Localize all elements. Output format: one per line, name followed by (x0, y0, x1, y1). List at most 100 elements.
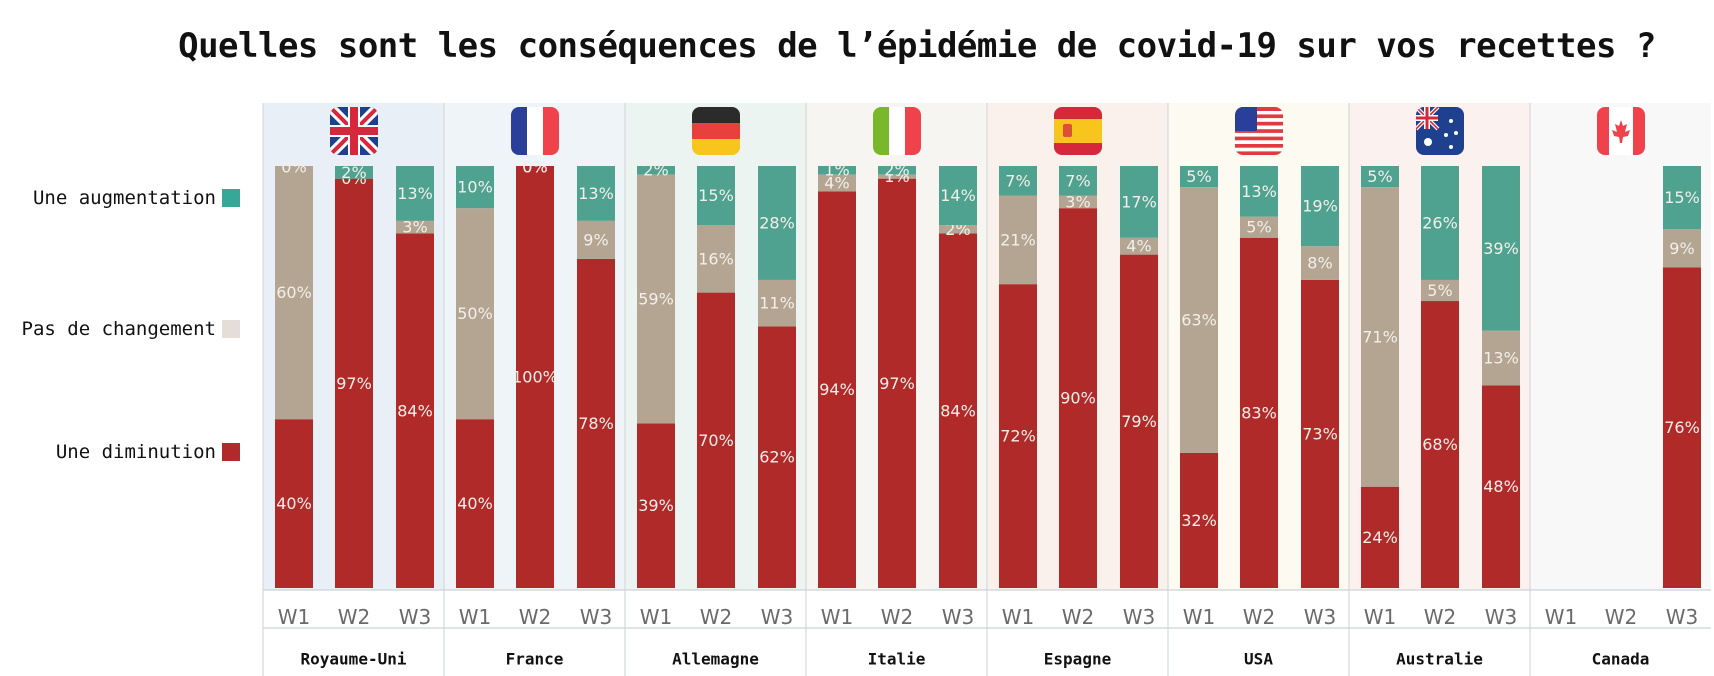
bar-label-diminution: 94% (819, 380, 855, 399)
bar-label-augmentation: 28% (759, 213, 795, 232)
bar-segment-pas-de-changement (1482, 330, 1520, 386)
bar-segment-diminution (939, 233, 977, 588)
bar-label-diminution: 24% (1362, 528, 1398, 547)
x-tick-label: W2 (519, 605, 552, 629)
x-tick-label: W1 (821, 605, 854, 629)
bar-segment-pas-de-changement (1059, 195, 1097, 209)
legend-item-pas-de-changement: Pas de changement (0, 314, 240, 344)
x-tick-label: W1 (1183, 605, 1216, 629)
country-label: France (506, 650, 564, 669)
bar-segment-diminution (1059, 208, 1097, 588)
bar-label-augmentation: 15% (1664, 188, 1700, 207)
bar-label-pas-de-changement: 21% (1000, 230, 1036, 249)
bar-label-diminution: 76% (1664, 418, 1700, 437)
bar-segment-augmentation (1301, 166, 1339, 247)
bar-label-pas-de-changement: 60% (276, 283, 312, 302)
bar-label-augmentation: 1% (824, 161, 849, 180)
bar-label-augmentation: 7% (1005, 171, 1030, 190)
bar-segment-augmentation (939, 166, 977, 226)
bar-segment-augmentation (1663, 166, 1701, 230)
x-tick-label: W2 (881, 605, 914, 629)
legend-label-diminution: Une diminution (55, 441, 216, 463)
bar-segment-augmentation (396, 166, 434, 221)
bar-label-diminution: 68% (1422, 435, 1458, 454)
bar-label-augmentation: 13% (578, 184, 614, 203)
x-tick-label: W3 (399, 605, 432, 629)
x-tick-label: W3 (761, 605, 794, 629)
bar-segment-pas-de-changement (396, 220, 434, 234)
bar-segment-diminution (878, 178, 916, 588)
bar-segment-diminution (1180, 452, 1218, 588)
bar-label-augmentation: 10% (457, 178, 493, 197)
bar-segment-augmentation (818, 166, 856, 175)
bar-segment-diminution (999, 284, 1037, 588)
legend-item-diminution: Une diminution (0, 437, 240, 467)
bar-label-augmentation: 19% (1302, 197, 1338, 216)
bar-segment-augmentation (1120, 166, 1158, 238)
bar-label-pas-de-changement: 11% (759, 294, 795, 313)
bar-segment-augmentation (999, 166, 1037, 196)
bar-segment-pas-de-changement (818, 174, 856, 192)
flag-usa-icon (1234, 107, 1283, 155)
bar-label-augmentation: 5% (1367, 167, 1392, 186)
x-tick-label: W1 (1545, 605, 1578, 629)
bar-label-pas-de-changement: 59% (638, 289, 674, 308)
bar-segment-augmentation (878, 166, 916, 175)
legend-label-pas-de-changement: Pas de changement (21, 318, 216, 340)
bar-segment-pas-de-changement (758, 279, 796, 327)
bar-label-augmentation: 2% (341, 163, 366, 182)
x-tick-label: W3 (1666, 605, 1699, 629)
bar-label-diminution: 72% (1000, 427, 1036, 446)
x-tick-label: W3 (580, 605, 613, 629)
bar-segment-diminution (1361, 486, 1399, 588)
bar-label-augmentation: 39% (1483, 239, 1519, 258)
flag-italy-icon (872, 107, 921, 155)
country-label: Australie (1396, 650, 1483, 669)
bar-label-diminution: 100% (512, 368, 558, 387)
bar-label-pas-de-changement: 8% (1307, 254, 1332, 273)
bar-segment-pas-de-changement (1240, 216, 1278, 238)
bar-segment-pas-de-changement (939, 225, 977, 234)
bar-label-diminution: 84% (397, 401, 433, 420)
bar-segment-augmentation (697, 166, 735, 226)
bar-segment-pas-de-changement (697, 225, 735, 293)
bar-label-augmentation: 7% (1065, 171, 1090, 190)
bar-segment-pas-de-changement (275, 166, 313, 420)
bar-segment-diminution (1301, 279, 1339, 588)
flag-australia-icon (1415, 107, 1464, 155)
bar-label-augmentation: 0% (281, 158, 306, 177)
bar-segment-diminution (275, 419, 313, 588)
bar-label-pas-de-changement: 16% (698, 249, 734, 268)
country-label: Allemagne (672, 650, 759, 669)
bar-label-pas-de-changement: 5% (1246, 218, 1271, 237)
bar-segment-pas-de-changement (1421, 279, 1459, 302)
bar-label-diminution: 79% (1121, 412, 1157, 431)
bar-segment-pas-de-changement (637, 174, 675, 424)
bar-label-diminution: 48% (1483, 477, 1519, 496)
bar-segment-pas-de-changement (1301, 246, 1339, 280)
bar-segment-diminution (335, 178, 373, 588)
bar-label-pas-de-changement: 9% (583, 230, 608, 249)
bar-segment-augmentation (637, 166, 675, 175)
bar-segment-pas-de-changement (999, 195, 1037, 285)
bar-segment-augmentation (758, 166, 796, 280)
bar-segment-diminution (456, 419, 494, 588)
bar-label-diminution: 40% (457, 494, 493, 513)
bar-label-pas-de-changement: 4% (824, 173, 849, 192)
bar-segment-pas-de-changement (1180, 187, 1218, 453)
bar-label-diminution: 62% (759, 448, 795, 467)
x-tick-label: W1 (640, 605, 673, 629)
bar-label-pas-de-changement: 4% (1126, 237, 1151, 256)
bar-segment-augmentation (1421, 166, 1459, 280)
bar-label-diminution: 97% (336, 374, 372, 393)
x-tick-label: W2 (700, 605, 733, 629)
bar-label-augmentation: 15% (698, 186, 734, 205)
bar-segment-diminution (1663, 267, 1701, 588)
bar-segment-diminution (516, 166, 554, 588)
legend-swatch-augmentation (222, 189, 240, 207)
bar-label-augmentation: 26% (1422, 213, 1458, 232)
x-tick-label: W2 (1243, 605, 1276, 629)
bar-label-pas-de-changement: 63% (1181, 311, 1217, 330)
x-tick-label: W3 (1123, 605, 1156, 629)
bar-label-pas-de-changement: 5% (1427, 281, 1452, 300)
